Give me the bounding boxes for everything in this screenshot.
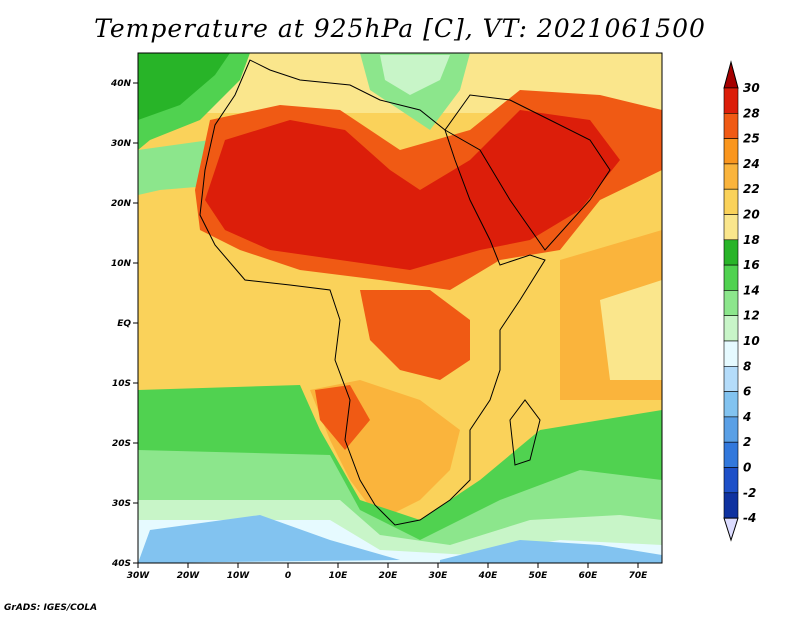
lon-tick-label: 20E xyxy=(379,571,399,581)
colorbar-segment xyxy=(723,416,739,443)
lat-tick-label: 20N xyxy=(111,199,132,209)
colorbar-label: 16 xyxy=(743,258,760,272)
colorbar-segment xyxy=(723,315,739,342)
lon-tick-label: 60E xyxy=(579,571,599,581)
colorbar-segment xyxy=(723,113,739,139)
colorbar-label: 0 xyxy=(743,461,751,475)
temperature-field xyxy=(138,53,662,563)
colorbar-segment xyxy=(723,239,739,266)
colorbar-label: 14 xyxy=(743,283,760,297)
colorbar-segment xyxy=(723,188,739,215)
lat-tick-label: 40N xyxy=(110,79,132,89)
colorbar-label: 8 xyxy=(743,359,751,373)
colorbar-label: 6 xyxy=(743,385,751,399)
colorbar-segment xyxy=(723,391,739,418)
colorbar-bottom-arrow xyxy=(723,517,739,542)
lat-tick-label: 40S xyxy=(111,559,131,569)
credit-label: GrADS: IGES/COLA xyxy=(4,603,98,613)
colorbar-segment xyxy=(723,365,739,392)
lon-tick-label: 40E xyxy=(478,571,499,581)
colorbar-segment xyxy=(723,340,739,367)
lon-tick-label: 10E xyxy=(329,571,349,581)
colorbar-label: -4 xyxy=(743,511,756,525)
colorbar-label: 28 xyxy=(743,106,760,120)
chart-title: Temperature at 925hPa [C], VT: 202106150… xyxy=(94,14,706,43)
lat-tick-label: 10S xyxy=(112,379,131,389)
lat-tick-label: 30S xyxy=(112,499,131,509)
colorbar-label: 22 xyxy=(743,182,760,196)
colorbar-segment xyxy=(723,492,739,519)
colorbar-segment xyxy=(723,290,739,316)
lat-tick-label: EQ xyxy=(117,319,131,329)
lon-tick-label: 30W xyxy=(127,571,151,581)
lon-tick-label: 10W xyxy=(227,571,251,581)
colorbar-label: 12 xyxy=(743,309,760,323)
lat-tick-label: 30N xyxy=(111,139,132,149)
colorbar-label: 25 xyxy=(743,132,760,146)
colorbar-label: 30 xyxy=(743,81,760,95)
lon-tick-label: 20W xyxy=(177,571,201,581)
lon-tick-label: 50E xyxy=(529,571,549,581)
colorbar-label: 10 xyxy=(743,334,760,348)
colorbar-segment xyxy=(723,214,739,241)
lat-tick-label: 10N xyxy=(111,259,132,269)
lon-tick-label: 0 xyxy=(285,571,291,581)
colorbar-label: 4 xyxy=(742,410,751,424)
colorbar-segment xyxy=(723,467,739,494)
colorbar-segment xyxy=(723,264,739,291)
colorbar-segment xyxy=(723,87,739,114)
colorbar-label: -2 xyxy=(743,486,756,500)
colorbar-label: 24 xyxy=(743,157,760,171)
map-frame xyxy=(137,52,663,564)
colorbar-segment xyxy=(723,441,739,468)
longitude-axis: 30W 20W 10W 0 10E 20E 30E 40E 50E 60E 70… xyxy=(127,563,648,581)
latitude-axis: 40N 30N 20N 10N EQ 10S 20S 30S 40S xyxy=(110,79,138,569)
colorbar-segment xyxy=(723,138,739,165)
coastline xyxy=(199,59,611,526)
colorbar-segment xyxy=(723,163,739,190)
colorbar-label: 20 xyxy=(743,208,760,222)
lat-tick-label: 20S xyxy=(112,439,131,449)
colorbar-top-arrow xyxy=(723,60,739,89)
colorbar-label: 18 xyxy=(743,233,760,247)
lon-tick-label: 30E xyxy=(429,571,449,581)
colorbar-label: 2 xyxy=(743,435,751,449)
lon-tick-label: 70E xyxy=(629,571,649,581)
